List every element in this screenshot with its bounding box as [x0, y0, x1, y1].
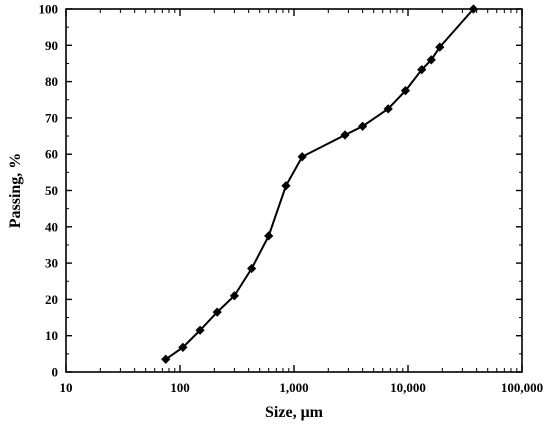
y-tick-label: 70	[45, 110, 58, 125]
data-point	[468, 4, 479, 14]
x-axis-title: Size, μm	[265, 404, 324, 421]
data-point	[178, 342, 188, 352]
y-tick-label: 30	[45, 256, 58, 271]
data-point	[417, 64, 427, 75]
data-point	[229, 291, 240, 301]
y-tick-label: 90	[45, 38, 58, 53]
series-line	[165, 8, 475, 361]
y-tick-label: 10	[45, 328, 58, 343]
data-point	[435, 42, 445, 52]
x-tick-label: 100,000	[501, 380, 543, 395]
data-point	[340, 130, 350, 140]
y-tick-label: 20	[45, 292, 58, 307]
x-tick-label: 10,000	[390, 380, 426, 395]
x-tick-label: 10	[60, 380, 73, 395]
plot-frame	[65, 8, 523, 373]
data-point	[212, 307, 222, 317]
data-point	[281, 181, 291, 191]
data-point	[358, 121, 368, 131]
y-tick-label: 50	[45, 183, 58, 198]
y-axis-title: Passing, %	[7, 153, 24, 229]
y-tick-label: 80	[45, 74, 58, 89]
y-tick-label: 0	[52, 365, 59, 380]
data-point	[400, 86, 411, 96]
axes-layer	[65, 8, 523, 373]
data-point	[195, 325, 205, 335]
y-tick-label: 100	[39, 2, 59, 17]
y-tick-label: 40	[45, 219, 58, 234]
y-tick-label: 60	[45, 147, 58, 162]
data-point	[426, 55, 436, 65]
data-point	[297, 152, 307, 162]
x-tick-label: 1,000	[279, 380, 308, 395]
data-point	[383, 104, 393, 114]
series-layer	[161, 4, 479, 364]
x-tick-label: 100	[170, 380, 190, 395]
data-point	[264, 231, 274, 241]
data-point	[247, 263, 257, 274]
data-point	[161, 354, 171, 364]
